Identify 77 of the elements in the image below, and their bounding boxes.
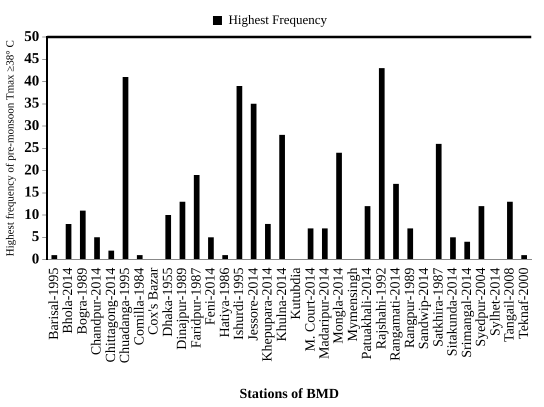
bar (180, 202, 186, 260)
bar (208, 237, 214, 260)
bar (222, 255, 228, 260)
x-tick-label: Chittagong-2014 (104, 268, 119, 362)
y-tick-label: 40 (24, 73, 40, 90)
bar (66, 224, 72, 260)
x-tick-label: Patuakhali-2014 (360, 268, 376, 360)
x-tick-label: Rangpur-1989 (402, 268, 418, 348)
x-tick-label: Comilla-1984 (132, 268, 148, 346)
bar (250, 104, 256, 260)
bar (378, 68, 385, 260)
x-tick-label: Bhola-2014 (61, 268, 76, 334)
x-tick-label: Sandwip-2014 (417, 268, 432, 350)
y-tick-label: 20 (24, 162, 40, 178)
x-tick-label: Hatiya-1986 (218, 268, 233, 338)
bar (165, 215, 172, 260)
x-tick-label: Bogra-1989 (75, 268, 90, 334)
x-tick-label: Ishurdi-1995 (232, 268, 248, 340)
bar (464, 242, 470, 260)
x-tick-label: Satkhira-1987 (431, 268, 446, 347)
y-axis-title: Highest frequency of pre-monsoon Tmax ≥38° C (4, 40, 16, 256)
y-tick-label: 0 (32, 251, 40, 268)
x-tick-label: Srimangal-2014 (460, 268, 475, 358)
bar (322, 228, 328, 260)
x-tick-label: Rangamati-2014 (388, 268, 404, 361)
y-tick-label: 10 (24, 206, 40, 223)
y-tick-label: 30 (24, 118, 40, 134)
x-tick-label: Madaripur-2014 (317, 268, 332, 360)
bar (122, 77, 128, 260)
x-tick-label: Feni-2014 (204, 268, 219, 326)
bar (51, 255, 58, 260)
y-tick-label: 15 (24, 184, 40, 201)
legend-label: Highest Frequency (228, 12, 328, 27)
bar (393, 184, 399, 260)
x-tick-label: Barisal-1995 (46, 268, 62, 340)
y-tick-label: 5 (32, 229, 40, 246)
y-tick-label: 50 (24, 28, 40, 45)
y-tick-label: 35 (24, 96, 40, 112)
x-tick-label: Kutubdia (289, 266, 304, 320)
bar (94, 237, 100, 260)
x-tick-label: M. Court-2014 (303, 268, 318, 352)
bar (364, 206, 370, 260)
x-tick-label: Syedpur-2004 (474, 268, 490, 347)
x-tick-label: Dhaka-1955 (160, 268, 176, 337)
x-tick-label: Chandpur-2014 (90, 268, 105, 356)
x-tick-label: Cox's Bazar (146, 267, 162, 336)
x-tick-label: Khulna-2014 (274, 268, 290, 342)
y-tick-label: 25 (24, 140, 40, 156)
bar (136, 255, 143, 260)
x-tick-label: Rajshahi-1992 (374, 268, 390, 350)
x-tick-label: Tangail-2008 (502, 268, 518, 342)
bar (236, 86, 242, 260)
bar (450, 237, 456, 260)
x-tick-label: Jessore-2014 (246, 268, 262, 341)
bar (308, 228, 314, 260)
bar (521, 255, 527, 260)
x-tick-label: Teknaf-2000 (516, 268, 532, 339)
x-tick-label: Sitakunda-2014 (446, 268, 461, 356)
x-axis-title: Stations of BMD (239, 387, 340, 402)
bar (478, 206, 484, 260)
x-tick-label: Mymensingh (346, 268, 361, 342)
bar (108, 250, 114, 260)
x-tick-label: Chuadanga-1995 (118, 268, 134, 364)
x-tick-label: Khepupara-2014 (260, 268, 276, 362)
bar (336, 152, 342, 260)
bar (279, 134, 285, 260)
bar (194, 174, 200, 260)
x-tick-label: Mongla-2014 (332, 268, 347, 344)
bar (507, 202, 513, 260)
x-tick-label: Faridpur-1987 (189, 268, 204, 348)
x-tick-label: Sylhet-2014 (488, 268, 504, 336)
x-tick-label: Dinajpur-1989 (175, 268, 190, 350)
bar (265, 224, 271, 260)
bar (436, 144, 442, 260)
y-tick-label: 45 (24, 51, 40, 68)
bar (80, 210, 86, 260)
bar (407, 228, 414, 260)
